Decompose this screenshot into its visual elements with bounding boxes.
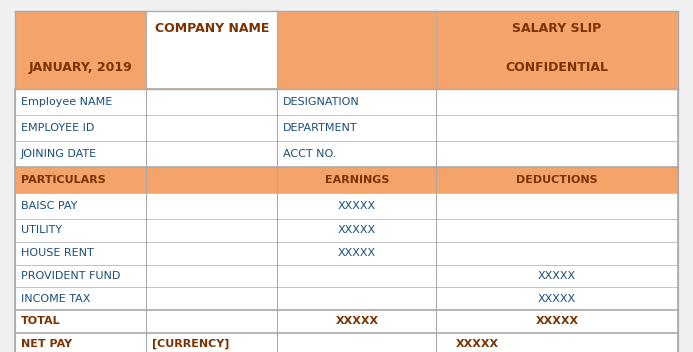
Text: UTILITY: UTILITY bbox=[21, 225, 62, 235]
Text: PROVIDENT FUND: PROVIDENT FUND bbox=[21, 271, 120, 281]
Bar bbox=[15, 141, 678, 167]
Bar bbox=[15, 242, 678, 264]
Text: NET PAY: NET PAY bbox=[21, 339, 72, 349]
Text: COMPANY NAME: COMPANY NAME bbox=[155, 22, 269, 35]
Text: XXXXX: XXXXX bbox=[337, 201, 376, 211]
Bar bbox=[15, 264, 678, 287]
Text: HOUSE RENT: HOUSE RENT bbox=[21, 248, 94, 258]
Text: CONFIDENTIAL: CONFIDENTIAL bbox=[505, 61, 608, 74]
Bar bbox=[15, 11, 678, 89]
Text: XXXXX: XXXXX bbox=[456, 339, 499, 349]
Bar bbox=[15, 115, 678, 141]
Text: [CURRENCY]: [CURRENCY] bbox=[152, 339, 229, 349]
Text: ACCT NO.: ACCT NO. bbox=[283, 149, 336, 159]
Text: EMPLOYEE ID: EMPLOYEE ID bbox=[21, 123, 94, 133]
Text: XXXXX: XXXXX bbox=[337, 248, 376, 258]
Bar bbox=[146, 11, 277, 88]
Text: XXXXX: XXXXX bbox=[536, 316, 579, 326]
Text: DESIGNATION: DESIGNATION bbox=[283, 97, 360, 107]
Bar bbox=[15, 167, 678, 193]
Bar bbox=[15, 333, 678, 352]
Text: DEPARTMENT: DEPARTMENT bbox=[283, 123, 358, 133]
Text: EARNINGS: EARNINGS bbox=[324, 175, 389, 185]
Text: SALARY SLIP: SALARY SLIP bbox=[512, 22, 602, 35]
Text: DEDUCTIONS: DEDUCTIONS bbox=[516, 175, 598, 185]
Bar bbox=[15, 219, 678, 242]
Bar bbox=[15, 310, 678, 333]
Text: JOINING DATE: JOINING DATE bbox=[21, 149, 97, 159]
Text: JANUARY, 2019: JANUARY, 2019 bbox=[29, 61, 132, 74]
Text: PARTICULARS: PARTICULARS bbox=[21, 175, 105, 185]
Text: Employee NAME: Employee NAME bbox=[21, 97, 112, 107]
Text: INCOME TAX: INCOME TAX bbox=[21, 294, 90, 304]
Bar bbox=[15, 89, 678, 115]
Bar bbox=[15, 287, 678, 310]
Text: BAISC PAY: BAISC PAY bbox=[21, 201, 77, 211]
Text: XXXXX: XXXXX bbox=[335, 316, 378, 326]
Text: XXXXX: XXXXX bbox=[538, 271, 576, 281]
Text: XXXXX: XXXXX bbox=[337, 225, 376, 235]
Text: TOTAL: TOTAL bbox=[21, 316, 60, 326]
Bar bbox=[15, 193, 678, 219]
Text: XXXXX: XXXXX bbox=[538, 294, 576, 304]
